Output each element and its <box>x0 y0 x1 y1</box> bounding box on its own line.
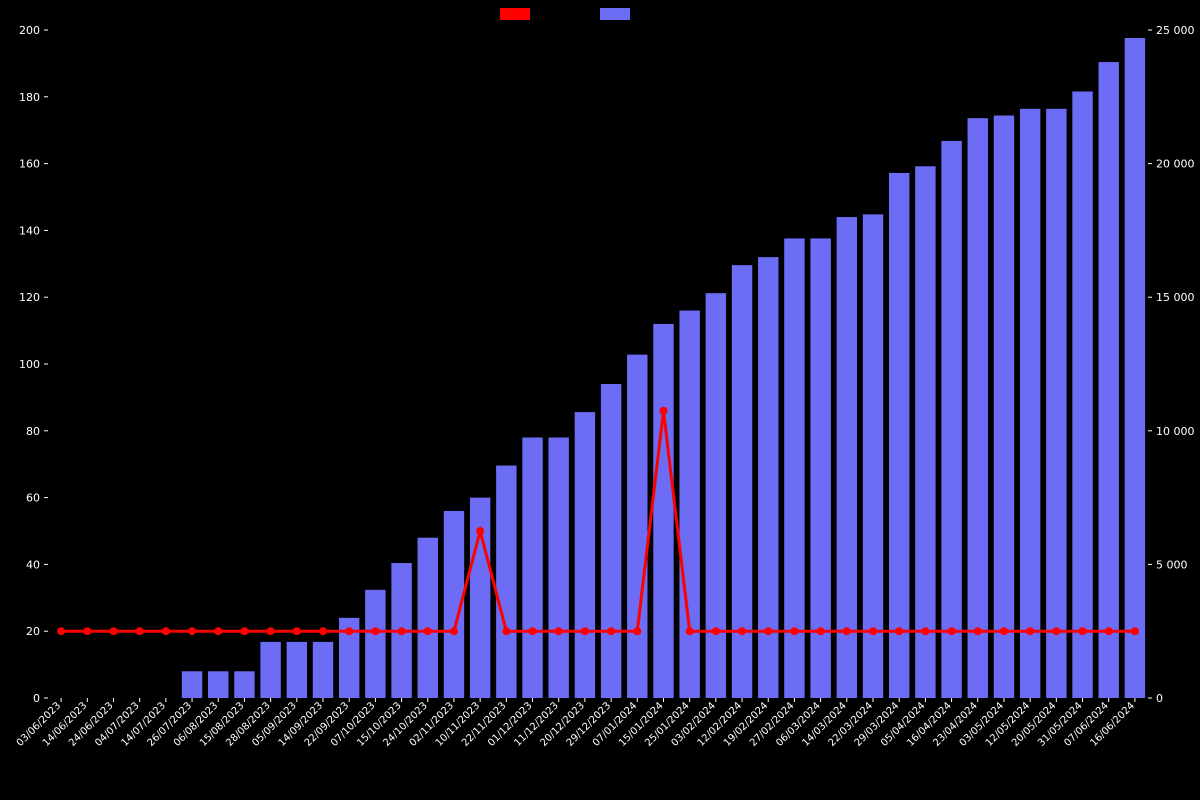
line-marker <box>738 627 746 635</box>
line-marker <box>712 627 720 635</box>
bar <box>313 642 333 698</box>
bar <box>915 166 935 698</box>
line-marker <box>240 627 248 635</box>
line-marker <box>371 627 379 635</box>
right-axis-tick-label: 25 000 <box>1156 24 1195 37</box>
line-marker <box>581 627 589 635</box>
bar <box>260 642 280 698</box>
left-axis-tick-label: 60 <box>26 492 40 505</box>
bar <box>679 311 699 698</box>
line-marker <box>450 627 458 635</box>
line-marker <box>1052 627 1060 635</box>
bar <box>968 118 988 698</box>
bar <box>941 141 961 698</box>
line-marker <box>1000 627 1008 635</box>
line-marker <box>764 627 772 635</box>
bar <box>889 173 909 698</box>
line-marker <box>83 627 91 635</box>
left-axis-tick-label: 100 <box>19 358 40 371</box>
bar <box>575 412 595 698</box>
line-marker <box>686 627 694 635</box>
bar <box>496 466 516 698</box>
left-axis-tick-label: 200 <box>19 24 40 37</box>
left-axis-tick-label: 180 <box>19 91 40 104</box>
left-axis-tick-label: 140 <box>19 224 40 237</box>
bar <box>1020 109 1040 698</box>
line-marker <box>293 627 301 635</box>
line-marker <box>188 627 196 635</box>
legend-swatch <box>600 8 630 20</box>
bar <box>1046 109 1066 698</box>
bar <box>706 293 726 698</box>
line-marker <box>607 627 615 635</box>
line-marker <box>790 627 798 635</box>
right-axis-tick-label: 5 000 <box>1156 558 1188 571</box>
bar <box>549 437 569 698</box>
line-marker <box>1105 627 1113 635</box>
line-marker <box>843 627 851 635</box>
line-marker <box>424 627 432 635</box>
line-marker <box>57 627 65 635</box>
left-axis-tick-label: 80 <box>26 425 40 438</box>
left-axis-tick-label: 40 <box>26 558 40 571</box>
line-marker <box>659 407 667 415</box>
bar <box>522 437 542 698</box>
bar <box>653 324 673 698</box>
bar <box>418 538 438 698</box>
line-marker <box>109 627 117 635</box>
line-marker <box>136 627 144 635</box>
line-marker <box>555 627 563 635</box>
bar <box>1099 62 1119 698</box>
left-axis-tick-label: 160 <box>19 158 40 171</box>
line-marker <box>476 527 484 535</box>
line-marker <box>1079 627 1087 635</box>
left-axis-tick-label: 0 <box>33 692 40 705</box>
bar <box>1072 91 1092 698</box>
left-axis-tick-label: 120 <box>19 291 40 304</box>
bar <box>208 671 228 698</box>
right-axis-tick-label: 0 <box>1156 692 1163 705</box>
line-marker <box>529 627 537 635</box>
bar <box>365 590 385 698</box>
line-marker <box>921 627 929 635</box>
line-marker <box>502 627 510 635</box>
line-marker <box>1026 627 1034 635</box>
line-marker <box>869 627 877 635</box>
bar <box>837 217 857 698</box>
bar <box>234 671 254 698</box>
right-axis-tick-label: 15 000 <box>1156 291 1195 304</box>
legend-swatch <box>500 8 530 20</box>
line-marker <box>214 627 222 635</box>
bar <box>601 384 621 698</box>
line-marker <box>267 627 275 635</box>
line-marker <box>817 627 825 635</box>
line-marker <box>1131 627 1139 635</box>
bar <box>287 642 307 698</box>
line-marker <box>974 627 982 635</box>
right-axis-tick-label: 20 000 <box>1156 158 1195 171</box>
bar <box>863 214 883 698</box>
line-marker <box>162 627 170 635</box>
bar <box>182 671 202 698</box>
line-marker <box>319 627 327 635</box>
dual-axis-bar-line-chart: 0 20 40 60 80 100 120 140 160 180 200 0 5 000 10 000 1… <box>0 0 1200 800</box>
bar <box>1125 38 1145 698</box>
bar <box>627 355 647 698</box>
line-marker <box>895 627 903 635</box>
line-marker <box>398 627 406 635</box>
left-axis-tick-label: 20 <box>26 625 40 638</box>
bar <box>994 116 1014 699</box>
line-marker <box>948 627 956 635</box>
right-axis-tick-label: 10 000 <box>1156 425 1195 438</box>
line-marker <box>345 627 353 635</box>
line-marker <box>633 627 641 635</box>
